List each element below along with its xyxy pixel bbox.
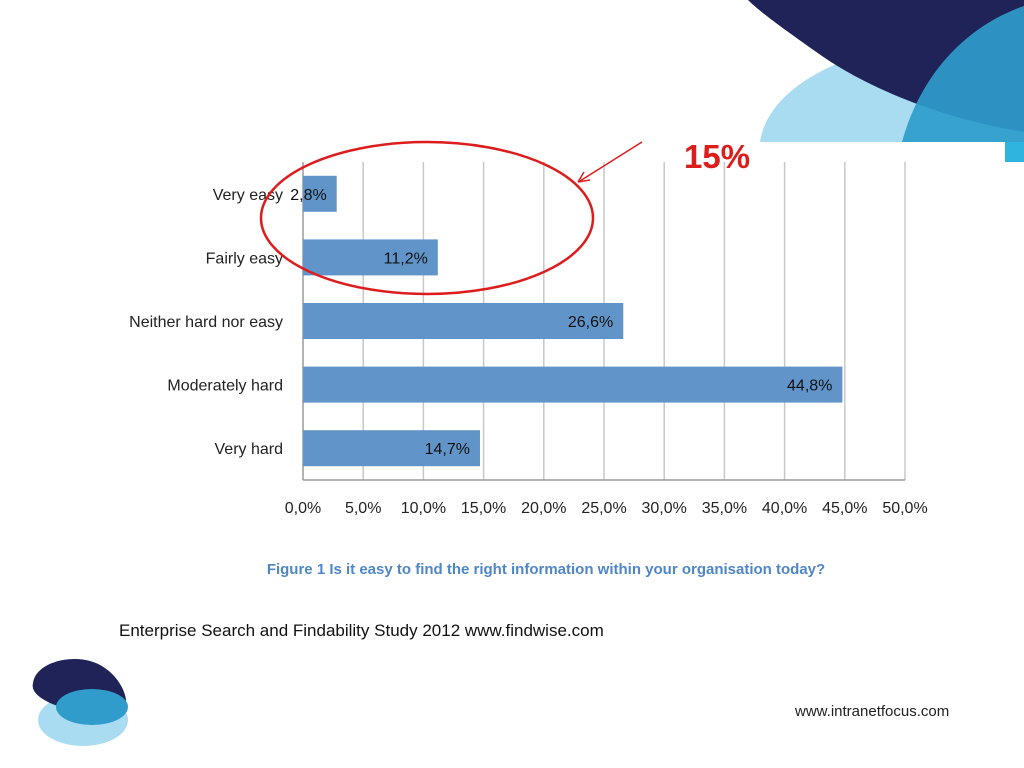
bar-chart: 2,8% 11,2% 26,6% 44,8% 14,7% Very easyFairly… — [129, 138, 928, 517]
x-tick-label: 40,0% — [762, 500, 807, 517]
bar-value-label: 26,6% — [568, 314, 613, 331]
bar — [303, 430, 480, 467]
x-tick-label: 15,0% — [461, 500, 506, 517]
bar — [303, 175, 337, 212]
category-label: Moderately hard — [167, 378, 283, 395]
category-label: Neither hard nor easy — [129, 314, 283, 331]
x-axis-tick-labels: 0,0% 5,0% 10,0% 15,0% 20,0% 25,0% 30,0% 35,0% 40… — [285, 500, 928, 517]
bar — [303, 239, 438, 276]
x-tick-label: 0,0% — [285, 500, 321, 517]
deco-edge-tab — [1005, 142, 1024, 162]
x-tick-label: 20,0% — [521, 500, 566, 517]
x-tick-label: 35,0% — [702, 500, 747, 517]
x-tick-label: 25,0% — [581, 500, 626, 517]
annotation: 15% — [259, 138, 750, 296]
bar-value-label: 2,8% — [290, 187, 326, 204]
decorative-shapes-bottom-left — [32, 659, 128, 746]
callout-arrow-line — [579, 141, 643, 182]
x-tick-label: 5,0% — [345, 500, 381, 517]
decorative-shapes-top-right — [748, 0, 1024, 162]
category-label: Very hard — [215, 441, 283, 458]
bar-value-label: 14,7% — [425, 441, 470, 458]
x-tick-label: 50,0% — [882, 500, 927, 517]
bar-value-label: 44,8% — [787, 378, 832, 395]
x-tick-label: 45,0% — [822, 500, 867, 517]
highlight-ellipse — [259, 140, 595, 296]
figure-caption: Figure 1 Is it easy to find the right in… — [266, 561, 826, 578]
x-tick-label: 30,0% — [642, 500, 687, 517]
source-credit: Enterprise Search and Findability Study … — [119, 621, 604, 640]
site-url: www.intranetfocus.com — [795, 703, 950, 720]
bar-value-label: 11,2% — [384, 250, 428, 267]
bar — [303, 303, 624, 339]
deco-mid-blue-shape — [902, 6, 1024, 142]
callout-arrow-head — [577, 171, 591, 183]
callout-text: 15% — [684, 138, 750, 175]
bar — [303, 366, 843, 403]
x-tick-label: 10,0% — [401, 500, 446, 517]
deco-blue-blob — [56, 689, 128, 725]
category-label: Fairly easy — [206, 250, 283, 267]
bars: 2,8% 11,2% 26,6% 44,8% 14,7% — [290, 175, 843, 467]
